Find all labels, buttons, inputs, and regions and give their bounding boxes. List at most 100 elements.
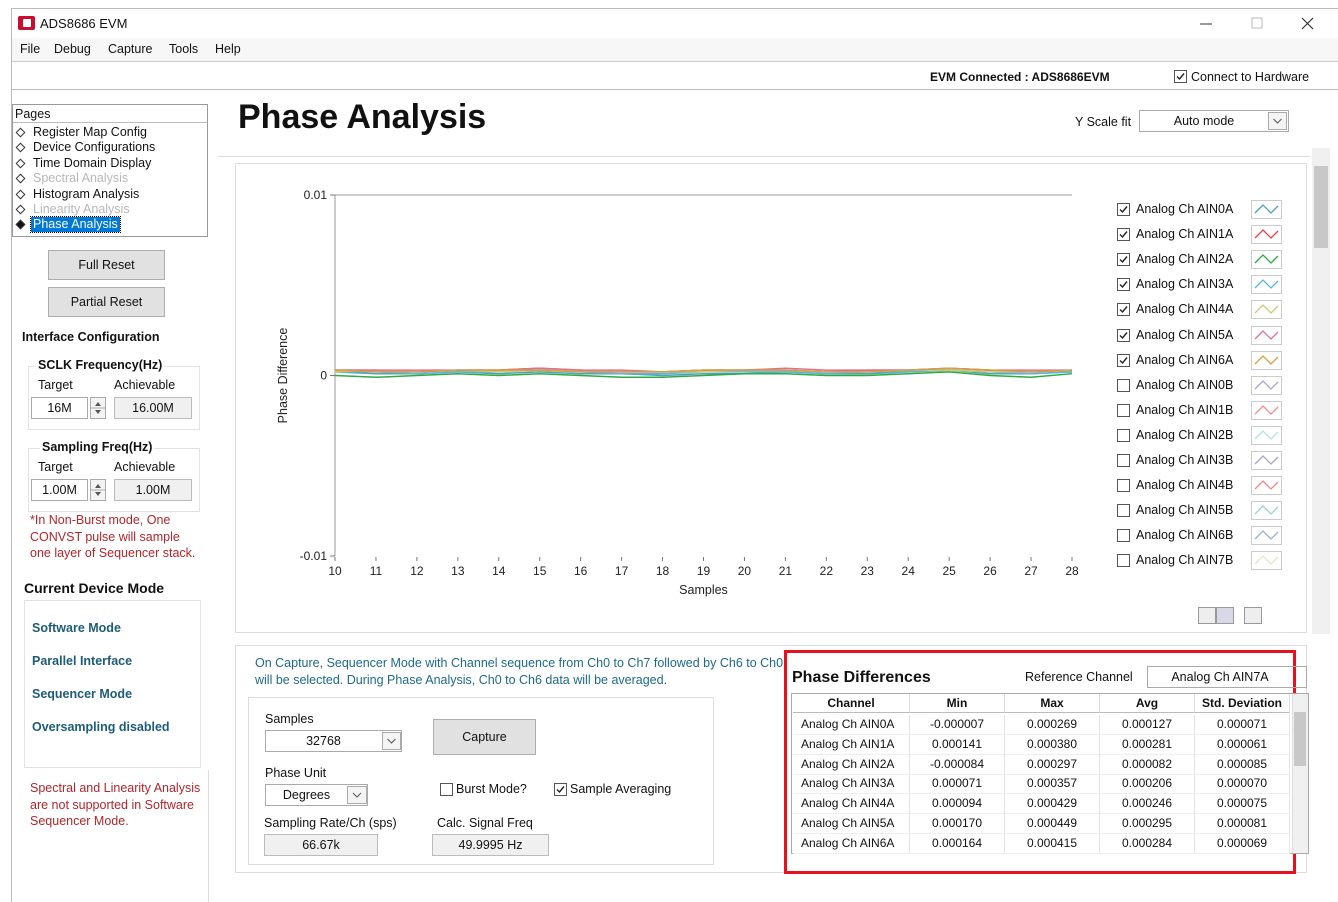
- window-controls[interactable]: [1190, 10, 1320, 38]
- page-item[interactable]: Linearity Analysis: [33, 202, 130, 216]
- checkbox[interactable]: [1117, 353, 1130, 367]
- menu-item[interactable]: Tools: [169, 42, 199, 56]
- check-mark: [1119, 331, 1128, 339]
- graph-tool[interactable]: [1198, 607, 1216, 624]
- checkbox[interactable]: [1117, 479, 1130, 493]
- legend-label[interactable]: Analog Ch AIN5A: [1136, 327, 1234, 342]
- dropdown[interactable]: 32768: [265, 730, 402, 752]
- input-field[interactable]: 16M: [31, 397, 88, 419]
- checkbox-label[interactable]: Burst Mode?: [456, 782, 527, 796]
- legend-swatch[interactable]: [1251, 451, 1282, 470]
- dropdown[interactable]: Analog Ch AIN7A: [1147, 666, 1307, 688]
- legend-line: [1254, 204, 1279, 214]
- checkbox[interactable]: [1117, 554, 1130, 568]
- legend-swatch[interactable]: [1251, 400, 1282, 420]
- legend-swatch[interactable]: [1251, 526, 1282, 546]
- graph-tool[interactable]: [1216, 607, 1234, 624]
- page-item[interactable]: Histogram Analysis: [33, 186, 140, 201]
- checkbox[interactable]: [1117, 403, 1130, 417]
- menu-item[interactable]: Help: [215, 42, 241, 56]
- legend-swatch[interactable]: [1251, 350, 1282, 370]
- legend-label[interactable]: Analog Ch AIN1B: [1136, 402, 1234, 417]
- legend-label[interactable]: Analog Ch AIN3B: [1136, 453, 1234, 467]
- page-item[interactable]: Register Map Config: [33, 125, 147, 139]
- legend-label[interactable]: Analog Ch AIN4B: [1136, 478, 1234, 493]
- checkbox[interactable]: [1117, 378, 1130, 392]
- field-label: Achievable: [114, 378, 176, 392]
- checkbox-label[interactable]: Sample Averaging: [570, 782, 672, 796]
- legend-swatch[interactable]: [1251, 425, 1282, 445]
- page-item[interactable]: Phase Analysis: [30, 216, 121, 234]
- legend-swatch[interactable]: [1251, 501, 1282, 521]
- scrollbar[interactable]: [1312, 148, 1330, 634]
- table-cell: 0.000061: [1195, 734, 1290, 755]
- checkbox[interactable]: [440, 783, 453, 796]
- legend-swatch[interactable]: [1251, 200, 1282, 219]
- legend-swatch[interactable]: [1251, 275, 1282, 295]
- legend-swatch[interactable]: [1251, 300, 1282, 320]
- legend-label[interactable]: Analog Ch AIN6B: [1136, 528, 1234, 543]
- checkbox[interactable]: [1117, 278, 1130, 292]
- maximize[interactable]: [1251, 17, 1263, 29]
- button[interactable]: Capture: [433, 719, 536, 755]
- checkbox[interactable]: [1117, 328, 1130, 342]
- check-path: [1119, 331, 1128, 339]
- graph-tool[interactable]: [1244, 607, 1262, 624]
- dropdown[interactable]: Auto mode: [1139, 110, 1289, 132]
- series-line: [334, 371, 1073, 379]
- legend-label[interactable]: Analog Ch AIN2A: [1136, 252, 1234, 267]
- window-frame: [11, 8, 1338, 902]
- checkbox[interactable]: [1174, 70, 1187, 83]
- legend-swatch[interactable]: [1251, 551, 1282, 571]
- legend-label[interactable]: Analog Ch AIN2B: [1136, 427, 1234, 442]
- table-scroll-thumb[interactable]: [1294, 712, 1306, 766]
- legend-line: [1254, 254, 1279, 265]
- left-border: [208, 770, 209, 902]
- checkbox[interactable]: [1117, 454, 1130, 467]
- legend-label[interactable]: Analog Ch AIN4A: [1136, 302, 1234, 317]
- legend-swatch[interactable]: [1251, 225, 1282, 245]
- dropdown-arrow[interactable]: [1268, 112, 1287, 130]
- checkbox[interactable]: [1117, 529, 1130, 543]
- scroll-thumb[interactable]: [1314, 166, 1328, 248]
- legend-label[interactable]: Analog Ch AIN1A: [1136, 227, 1234, 242]
- input-field[interactable]: 1.00M: [31, 479, 88, 501]
- legend-label[interactable]: Analog Ch AIN7B: [1136, 553, 1234, 568]
- dropdown-arrow[interactable]: [382, 732, 401, 750]
- menu-item[interactable]: Capture: [108, 42, 153, 56]
- page-item[interactable]: Time Domain Display: [33, 155, 152, 170]
- readonly-field: 49.9995 Hz: [432, 834, 549, 856]
- button[interactable]: Full Reset: [48, 250, 165, 280]
- checkbox[interactable]: [1117, 303, 1130, 317]
- legend-path: [1254, 429, 1279, 440]
- connect-label[interactable]: Connect to Hardware: [1191, 70, 1310, 84]
- checkbox[interactable]: [554, 783, 567, 796]
- check-mark: [556, 786, 565, 794]
- page-title: Phase Analysis: [238, 98, 487, 136]
- legend-swatch[interactable]: [1251, 250, 1282, 270]
- legend-label[interactable]: Analog Ch AIN0B: [1136, 377, 1234, 392]
- legend-label[interactable]: Analog Ch AIN3A: [1136, 277, 1234, 292]
- button[interactable]: Partial Reset: [48, 287, 165, 317]
- menu-item[interactable]: Debug: [54, 42, 91, 56]
- checkbox[interactable]: [1117, 203, 1130, 216]
- checkbox[interactable]: [1117, 228, 1130, 242]
- page-item[interactable]: Spectral Analysis: [33, 171, 129, 186]
- legend-swatch[interactable]: [1251, 325, 1282, 345]
- legend-label[interactable]: Analog Ch AIN5B: [1136, 503, 1234, 518]
- spinner[interactable]: [90, 479, 106, 501]
- legend-swatch[interactable]: [1251, 375, 1282, 395]
- checkbox[interactable]: [1117, 504, 1130, 518]
- dropdown-arrow[interactable]: [347, 786, 367, 804]
- legend-label[interactable]: Analog Ch AIN6A: [1136, 352, 1234, 367]
- spinner[interactable]: [90, 397, 106, 419]
- legend-label[interactable]: Analog Ch AIN0A: [1136, 202, 1234, 216]
- checkbox[interactable]: [1117, 253, 1130, 267]
- close[interactable]: [1301, 17, 1314, 30]
- dropdown[interactable]: Degrees: [265, 784, 368, 806]
- checkbox[interactable]: [1117, 428, 1130, 442]
- legend-swatch[interactable]: [1251, 476, 1282, 496]
- table-cell: Analog Ch AIN4A: [793, 794, 910, 815]
- menu-item[interactable]: File: [20, 42, 41, 56]
- page-item[interactable]: Device Configurations: [33, 140, 156, 155]
